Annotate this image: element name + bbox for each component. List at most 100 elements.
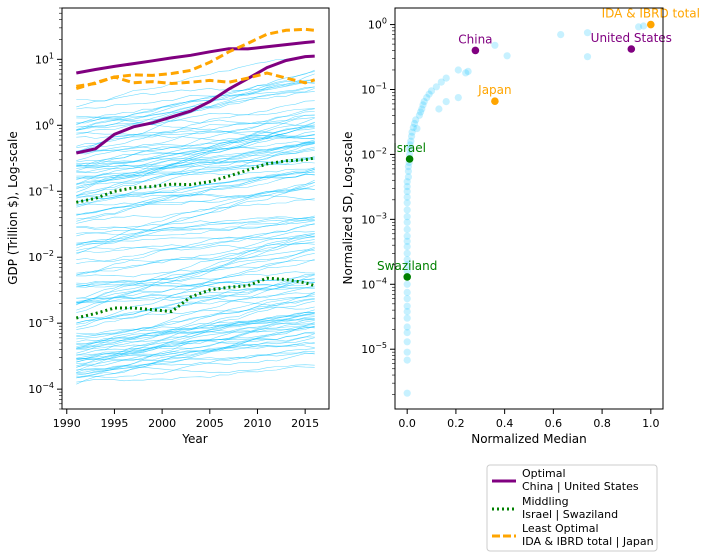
background-country-lines: [76, 55, 315, 385]
legend-entry-optimal: Optimal China | United States: [492, 467, 639, 493]
background-country-line: [76, 235, 315, 276]
right-y-axis-label: Normalized SD, Log-scale: [341, 131, 355, 284]
scatter-point: [427, 87, 436, 95]
background-country-line: [76, 141, 315, 190]
right-x-tick-label: 0.0: [398, 417, 416, 430]
scatter-point: [425, 90, 433, 98]
scatter-point: [403, 288, 411, 296]
scatter-point: [403, 302, 411, 310]
right-x-tick-label: 0.8: [593, 417, 611, 430]
scatter-point: [464, 67, 472, 75]
background-country-line: [76, 133, 315, 153]
background-country-line: [76, 259, 315, 278]
right-y-tick-label: 10−5: [361, 341, 387, 356]
legend-subtitle-least-optimal: IDA & IBRD total | Japan: [522, 535, 654, 548]
background-country-line: [76, 253, 315, 325]
background-country-line: [76, 117, 315, 193]
right-y-ticks: 10−5 10−4 10−3 10−2 10−1 100: [361, 17, 395, 395]
background-country-line: [76, 174, 315, 216]
background-country-line: [76, 217, 315, 230]
background-country-line: [76, 312, 315, 361]
right-y-tick-label: 10−2: [361, 146, 387, 161]
background-country-line: [76, 142, 315, 155]
highlight-label-united-states: United States: [591, 31, 672, 45]
scatter-point: [404, 163, 412, 171]
background-country-line: [76, 249, 315, 262]
scatter-point: [406, 145, 414, 153]
background-country-line: [76, 79, 315, 128]
background-country-line: [76, 350, 315, 379]
scatter-point: [639, 22, 648, 30]
background-country-line: [76, 352, 315, 373]
highlight-point-united-states: [627, 45, 636, 53]
scatter-point: [410, 119, 419, 128]
scatter-point: [442, 74, 450, 82]
scatter-point: [403, 193, 411, 201]
background-country-line: [76, 342, 315, 359]
scatter-point: [403, 213, 411, 221]
background-country-line: [76, 215, 315, 246]
left-axes-frame: [61, 7, 330, 410]
scatter-point: [403, 338, 411, 346]
background-country-line: [76, 79, 315, 125]
background-country-line: [76, 320, 315, 363]
scatter-point: [635, 23, 643, 31]
background-country-line: [76, 352, 315, 378]
background-country-line: [76, 108, 315, 152]
background-country-line: [76, 314, 315, 349]
right-x-ticks: 0.0 0.2 0.4 0.6 0.8 1.0: [398, 409, 660, 430]
left-y-tick-label: 10−3: [28, 315, 54, 330]
right-x-tick-label: 0.4: [496, 417, 514, 430]
scatter-point: [403, 178, 411, 186]
scatter-point: [437, 78, 445, 86]
background-country-line: [76, 239, 315, 313]
series-line-japan: [75, 71, 316, 91]
left-x-tick-label: 2015: [291, 417, 319, 430]
right-x-axis-label: Normalized Median: [471, 432, 587, 446]
scatter-point: [403, 243, 411, 251]
background-country-line: [76, 188, 315, 215]
background-country-line: [76, 73, 315, 153]
background-country-line: [76, 337, 315, 368]
background-country-line: [76, 224, 315, 264]
background-country-line: [76, 156, 315, 180]
background-country-line: [76, 271, 315, 284]
scatter-point: [403, 225, 411, 233]
background-country-line: [76, 169, 315, 207]
background-country-line: [76, 281, 315, 324]
background-country-line: [76, 146, 315, 180]
background-country-line: [76, 366, 315, 383]
background-country-line: [76, 242, 315, 254]
background-country-line: [76, 193, 315, 203]
background-country-line: [76, 309, 315, 354]
scatter-point: [403, 218, 411, 226]
background-country-line: [76, 111, 315, 161]
scatter-point: [403, 183, 411, 191]
background-country-line: [76, 82, 315, 102]
scatter-point: [403, 323, 411, 331]
background-country-line: [76, 364, 315, 373]
highlight-label-ida-ibrd-total: IDA & IBRD total: [602, 7, 700, 21]
scatter-point: [403, 256, 411, 264]
background-country-line: [76, 246, 315, 299]
legend-subtitle-optimal: China | United States: [522, 480, 639, 493]
scatter-point: [412, 116, 420, 124]
background-country-line: [76, 348, 315, 375]
background-country-line: [76, 291, 315, 356]
series-line-china: [75, 54, 315, 155]
scatter-point: [403, 389, 411, 397]
background-country-line: [76, 280, 315, 289]
scatter-point: [403, 295, 411, 303]
background-country-line: [76, 198, 315, 224]
background-country-line: [76, 241, 315, 274]
background-country-line: [76, 128, 315, 167]
series-line-swaziland: [75, 276, 316, 320]
right-x-tick-label: 0.6: [545, 417, 563, 430]
background-country-line: [76, 116, 315, 127]
background-country-line: [76, 312, 315, 349]
background-country-line: [76, 248, 315, 286]
scatter-point: [454, 66, 462, 74]
scatter-point: [503, 52, 511, 60]
background-country-line: [76, 220, 315, 237]
scatter-point: [409, 123, 417, 132]
